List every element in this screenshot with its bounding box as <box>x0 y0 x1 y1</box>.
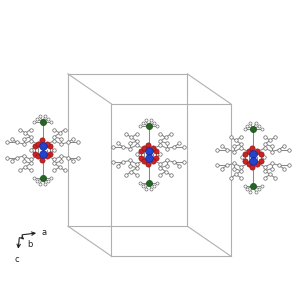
Text: c: c <box>15 255 20 264</box>
Text: b: b <box>27 240 33 249</box>
Text: a: a <box>41 228 46 237</box>
